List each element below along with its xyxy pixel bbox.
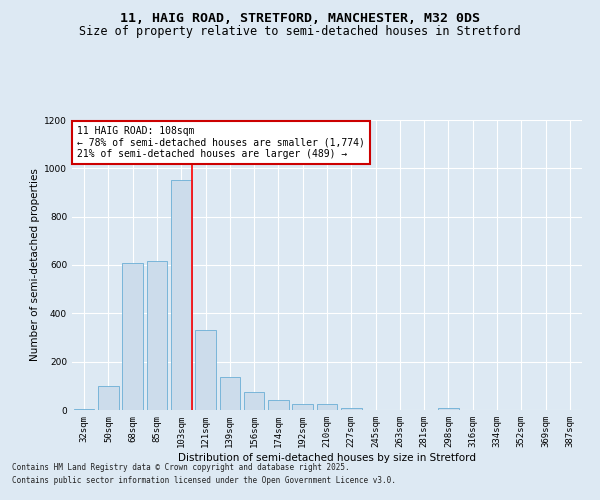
Text: 11, HAIG ROAD, STRETFORD, MANCHESTER, M32 0DS: 11, HAIG ROAD, STRETFORD, MANCHESTER, M3… bbox=[120, 12, 480, 26]
X-axis label: Distribution of semi-detached houses by size in Stretford: Distribution of semi-detached houses by … bbox=[178, 452, 476, 462]
Bar bbox=[317, 404, 337, 410]
Bar bbox=[341, 408, 362, 410]
Bar bbox=[146, 262, 167, 410]
Text: Contains public sector information licensed under the Open Government Licence v3: Contains public sector information licen… bbox=[12, 476, 396, 485]
Text: Contains HM Land Registry data © Crown copyright and database right 2025.: Contains HM Land Registry data © Crown c… bbox=[12, 464, 350, 472]
Text: 11 HAIG ROAD: 108sqm
← 78% of semi-detached houses are smaller (1,774)
21% of se: 11 HAIG ROAD: 108sqm ← 78% of semi-detac… bbox=[77, 126, 365, 159]
Bar bbox=[74, 409, 94, 410]
Bar bbox=[98, 386, 119, 410]
Bar bbox=[122, 262, 143, 410]
Text: Size of property relative to semi-detached houses in Stretford: Size of property relative to semi-detach… bbox=[79, 25, 521, 38]
Bar bbox=[195, 330, 216, 410]
Bar bbox=[438, 408, 459, 410]
Bar bbox=[268, 400, 289, 410]
Bar bbox=[292, 404, 313, 410]
Y-axis label: Number of semi-detached properties: Number of semi-detached properties bbox=[30, 168, 40, 362]
Bar bbox=[244, 392, 265, 410]
Bar bbox=[220, 378, 240, 410]
Bar bbox=[171, 180, 191, 410]
